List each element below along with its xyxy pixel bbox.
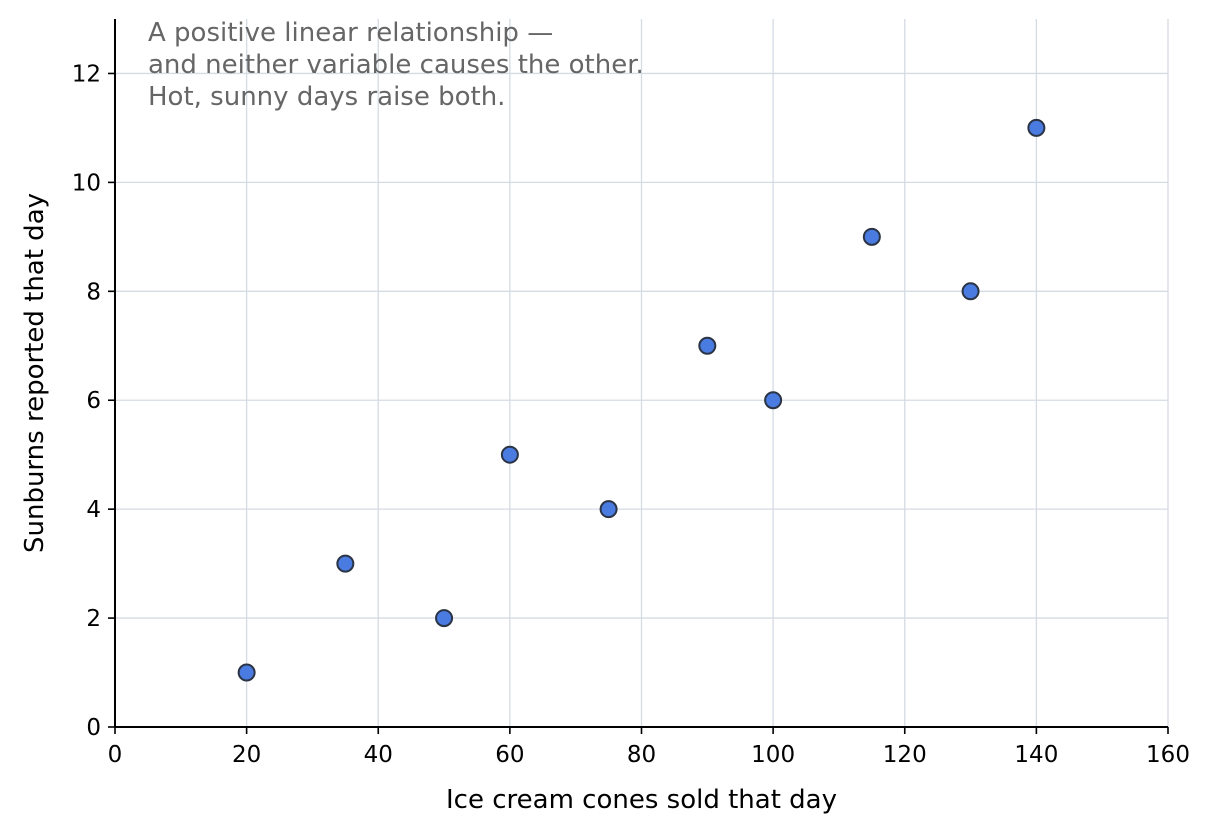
data-point [764, 391, 783, 410]
x-tick-label: 0 [108, 742, 123, 768]
data-point [698, 336, 717, 355]
annotation-line: A positive linear relationship — [148, 18, 553, 48]
data-point [237, 663, 256, 682]
x-tick-label: 40 [364, 742, 393, 768]
annotation-line: Hot, sunny days raise both. [148, 82, 505, 112]
x-axis-label: Ice cream cones sold that day [446, 785, 837, 815]
y-tick-label: 2 [86, 606, 101, 632]
y-tick-label: 8 [86, 279, 101, 305]
x-tick-label: 100 [751, 742, 795, 768]
y-axis-label: Sunburns reported that day [20, 193, 50, 553]
tick-labels: 0 20 40 60 80 100 120 140 160 0 2 4 6 8 10 12 [72, 61, 1190, 768]
x-tick-label: 140 [1014, 742, 1058, 768]
annotation-line: and neither variable causes the other. [148, 50, 644, 80]
grid-lines [115, 19, 1169, 727]
axes [108, 19, 1169, 734]
x-tick-label: 80 [627, 742, 656, 768]
data-point [961, 282, 980, 301]
y-tick-label: 12 [72, 61, 101, 87]
y-tick-label: 4 [86, 497, 101, 523]
data-point [1027, 118, 1046, 137]
data-point [500, 445, 519, 464]
data-points [237, 118, 1046, 682]
data-point [599, 500, 618, 519]
y-tick-label: 10 [72, 170, 101, 196]
y-tick-label: 0 [86, 715, 101, 741]
y-tick-label: 6 [86, 388, 101, 414]
data-point [862, 227, 881, 246]
annotation-text: A positive linear relationship — and neit… [148, 18, 644, 112]
x-tick-label: 60 [495, 742, 524, 768]
x-tick-label: 160 [1146, 742, 1190, 768]
data-point [336, 554, 355, 573]
x-tick-label: 120 [883, 742, 927, 768]
x-tick-label: 20 [232, 742, 261, 768]
data-point [435, 609, 454, 628]
